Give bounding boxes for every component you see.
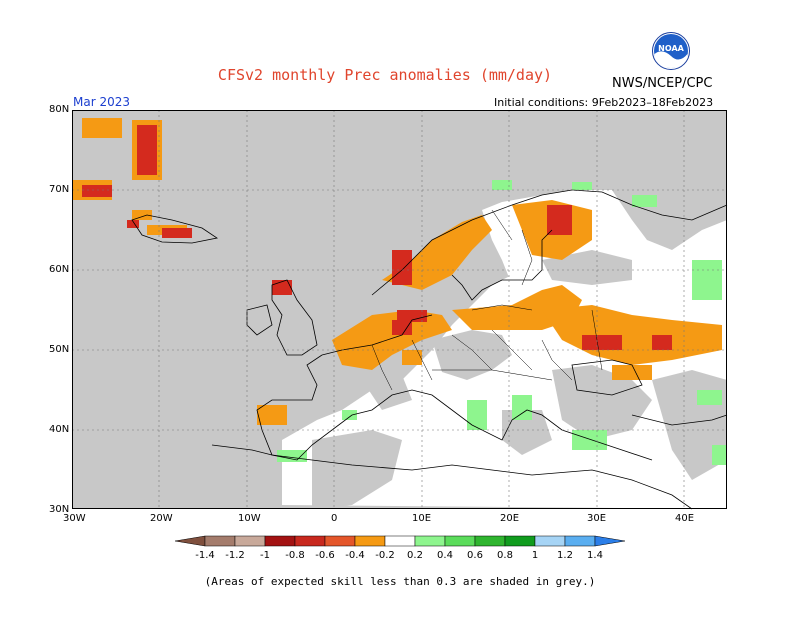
legend-tick-label: -0.8 bbox=[285, 550, 305, 561]
lon-label-20e: 20E bbox=[500, 513, 520, 524]
agency-label: NWS/NCEP/CPC bbox=[612, 76, 713, 91]
lon-label-30w: 30W bbox=[63, 513, 86, 524]
forecast-month: Mar 2023 bbox=[73, 95, 130, 109]
lon-label-0: 0 bbox=[331, 513, 338, 524]
legend-arrow-left bbox=[174, 535, 206, 547]
graticule bbox=[72, 110, 727, 509]
legend-color-box bbox=[234, 535, 266, 547]
legend-tick-label: -0.6 bbox=[315, 550, 335, 561]
lat-label-60n: 60N bbox=[49, 264, 70, 275]
grey-skill-patches bbox=[312, 250, 727, 509]
lat-label-40n: 40N bbox=[49, 424, 70, 435]
legend-tick-label: 0.4 bbox=[437, 550, 453, 561]
legend-tick-label: -0.4 bbox=[345, 550, 365, 561]
lat-label-70n: 70N bbox=[49, 184, 70, 195]
map-title: CFSv2 monthly Prec anomalies (mm/day) bbox=[217, 66, 553, 84]
lat-label-50n: 50N bbox=[49, 344, 70, 355]
legend-color-box bbox=[444, 535, 476, 547]
legend-tick-label: 0.6 bbox=[467, 550, 483, 561]
lat-label-80n: 80N bbox=[49, 104, 70, 115]
noaa-logo-icon: NOAA bbox=[652, 32, 690, 70]
legend-color-boxes bbox=[174, 535, 626, 547]
legend-color-box bbox=[564, 535, 596, 547]
map-frame bbox=[72, 110, 727, 509]
wet-anomaly-green bbox=[277, 180, 727, 465]
legend-tick-label: -1.4 bbox=[195, 550, 215, 561]
legend-tick-label: 0.8 bbox=[497, 550, 513, 561]
legend-color-box bbox=[294, 535, 326, 547]
legend-color-box bbox=[324, 535, 356, 547]
legend-tick-label: 1 bbox=[532, 550, 538, 561]
legend-tick-label: -0.2 bbox=[375, 550, 395, 561]
legend-tick-label: 1.4 bbox=[587, 550, 603, 561]
legend-tick-label: -1.2 bbox=[225, 550, 245, 561]
coastlines bbox=[131, 189, 728, 510]
initial-conditions: Initial conditions: 9Feb2023–18Feb2023 bbox=[494, 96, 714, 109]
legend-color-box bbox=[384, 535, 416, 547]
legend-tick-label: 0.2 bbox=[407, 550, 423, 561]
legend-tick-labels: -1.4 -1.2 -1 -0.8 -0.6 -0.4 -0.2 0.2 0.4 0.6 0.8 1 1… bbox=[195, 550, 603, 561]
skill-note: (Areas of expected skill less than 0.3 a… bbox=[204, 575, 596, 588]
lon-label-40e: 40E bbox=[675, 513, 695, 524]
legend-color-box bbox=[354, 535, 386, 547]
lon-label-10e: 10E bbox=[412, 513, 432, 524]
logo-text: NOAA bbox=[658, 44, 684, 53]
legend-color-box bbox=[414, 535, 446, 547]
legend-color-box bbox=[204, 535, 236, 547]
legend-color-box bbox=[504, 535, 536, 547]
lon-label-30e: 30E bbox=[587, 513, 607, 524]
dry-anomaly-red bbox=[82, 125, 672, 350]
legend-tick-label: -1 bbox=[260, 550, 270, 561]
legend-color-box bbox=[534, 535, 566, 547]
lon-label-10w: 10W bbox=[238, 513, 261, 524]
precipitation-anomaly-map bbox=[72, 110, 728, 510]
legend-color-box bbox=[474, 535, 506, 547]
lat-label-30n: 30N bbox=[49, 504, 70, 515]
legend-tick-label: 1.2 bbox=[557, 550, 573, 561]
color-scale-legend: -1.4 -1.2 -1 -0.8 -0.6 -0.4 -0.2 0.2 0.4 0.6 0.8 1 1… bbox=[174, 535, 626, 561]
lon-label-20w: 20W bbox=[150, 513, 173, 524]
legend-arrow-right bbox=[594, 535, 626, 547]
legend-color-box bbox=[264, 535, 296, 547]
